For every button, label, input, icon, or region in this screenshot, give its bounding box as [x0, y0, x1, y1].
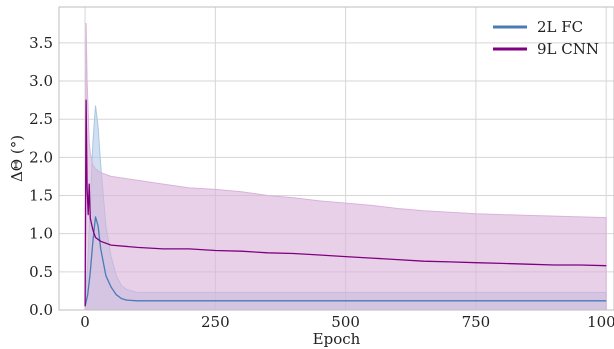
legend-label: 2L FC — [537, 18, 583, 36]
y-tick-label: 2.0 — [29, 148, 53, 166]
y-axis-label: ΔΘ (°) — [8, 135, 26, 182]
y-tick-label: 2.5 — [29, 110, 53, 128]
x-tick-label: 750 — [462, 313, 491, 331]
axes — [58, 6, 614, 311]
y-tick-label: 1.5 — [29, 187, 53, 205]
x-tick-label: 500 — [331, 313, 360, 331]
x-axis-label: Epoch — [313, 330, 361, 348]
series-lines — [84, 99, 607, 307]
plot-frame — [58, 6, 614, 311]
legend-label: 9L CNN — [537, 40, 599, 58]
x-tick-label: 250 — [201, 313, 230, 331]
line-fc — [84, 216, 607, 307]
y-tick-label: 3.5 — [29, 34, 53, 52]
y-tick-label: 0.0 — [29, 301, 53, 319]
x-tick-label: 0 — [80, 313, 90, 331]
legend: 2L FC 9L CNN — [493, 18, 599, 58]
y-tick-label: 1.0 — [29, 225, 53, 243]
y-tick-label: 0.5 — [29, 263, 53, 281]
line-cnn — [84, 99, 607, 307]
y-tick-label: 3.0 — [29, 72, 53, 90]
